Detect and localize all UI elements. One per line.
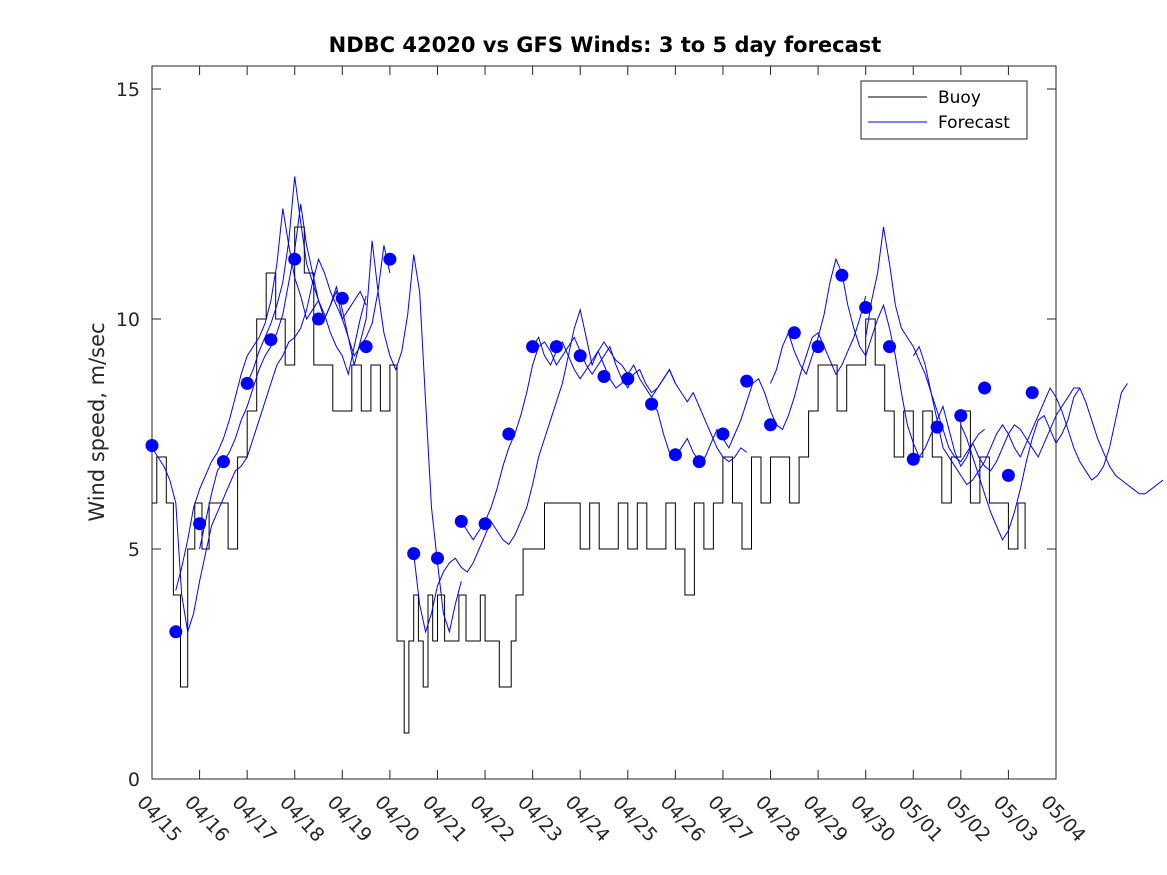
legend-forecast-label: Forecast [938, 113, 1010, 133]
forecast-marker [906, 452, 920, 466]
forecast-marker [597, 370, 611, 383]
forecast-marker [787, 326, 801, 340]
plot-area [151, 65, 1057, 780]
forecast-line-4 [246, 176, 462, 634]
legend-buoy-label: Buoy [938, 88, 981, 108]
forecast-marker [668, 448, 682, 462]
forecast-marker [288, 252, 302, 266]
legend: Buoy Forecast [860, 80, 1028, 140]
legend-box [860, 80, 1028, 140]
forecast-marker [549, 340, 563, 354]
forecast-marker [1001, 468, 1015, 482]
forecast-line-11 [912, 345, 1128, 486]
forecast-marker [526, 340, 540, 354]
forecast-marker [169, 625, 183, 639]
y-tick-label: 5 [128, 539, 140, 561]
forecast-line-9 [770, 257, 985, 468]
forecast-marker [978, 381, 992, 395]
forecast-marker [811, 340, 825, 354]
buoy-line [152, 226, 1026, 734]
forecast-marker [930, 420, 944, 434]
forecast-line-12 [960, 386, 1164, 541]
forecast-marker [216, 455, 230, 469]
forecast-marker [692, 455, 706, 469]
forecast-marker [954, 409, 968, 423]
forecast-marker [359, 340, 373, 354]
forecast-line-2 [175, 208, 367, 591]
forecast-markers [145, 252, 1039, 639]
forecast-marker [264, 333, 278, 347]
forecast-marker [859, 301, 873, 314]
forecast-marker [835, 268, 849, 282]
forecast-marker [407, 547, 421, 561]
forecast-marker [740, 374, 754, 388]
forecast-line-10 [865, 226, 1080, 472]
forecast-marker [312, 312, 325, 326]
forecast-marker [478, 517, 492, 531]
forecast-line-1 [151, 257, 367, 632]
forecast-marker [573, 349, 587, 363]
y-tick-label: 0 [128, 769, 140, 791]
forecast-marker [454, 514, 468, 528]
y-tick-label: 15 [116, 79, 140, 101]
forecast-marker [240, 376, 254, 390]
forecast-marker [645, 397, 659, 411]
forecast-marker [145, 439, 159, 452]
forecast-marker [383, 252, 397, 266]
forecast-line-6 [460, 336, 676, 541]
forecast-marker [431, 551, 444, 565]
forecast-marker [764, 418, 777, 432]
forecast-marker [335, 291, 349, 305]
y-axis-label: Wind speed, m/sec [85, 322, 109, 521]
forecast-line-8 [651, 295, 867, 463]
forecast-line-5 [413, 307, 629, 634]
y-tick-label: 10 [116, 309, 140, 331]
forecast-line-7 [532, 336, 748, 463]
forecast-marker [716, 427, 730, 441]
forecast-marker [1025, 386, 1039, 400]
forecast-marker [621, 372, 635, 386]
forecast-marker [883, 340, 896, 354]
forecast-marker [193, 517, 207, 531]
chart-title: NDBC 42020 vs GFS Winds: 3 to 5 day fore… [329, 33, 882, 57]
forecast-series [151, 176, 1164, 634]
forecast-marker [502, 427, 516, 441]
buoy-series [152, 226, 1026, 734]
